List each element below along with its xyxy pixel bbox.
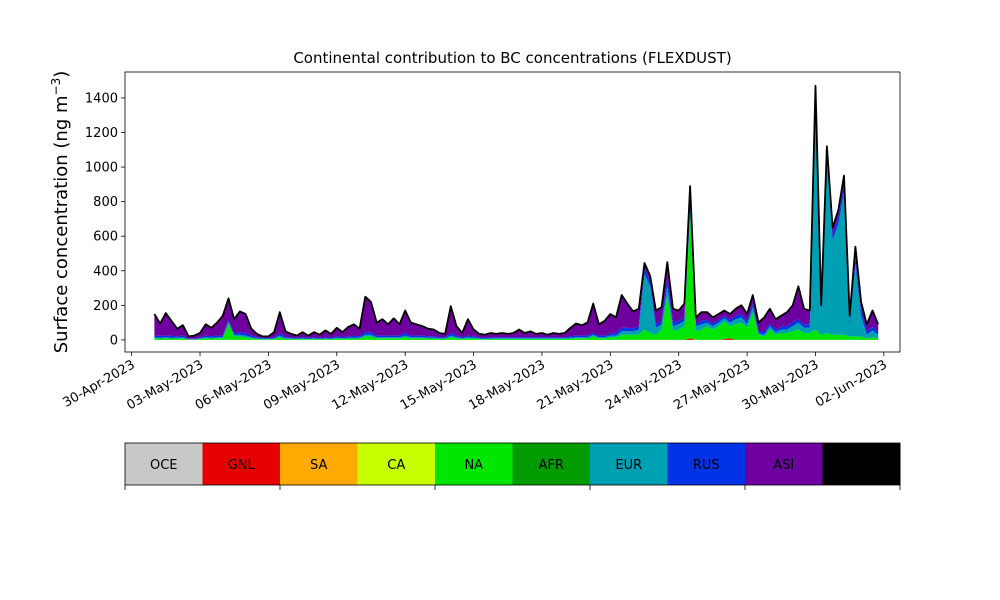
- y-tick-label: 1400: [85, 91, 118, 106]
- y-axis-label-text: Surface concentration (ng m: [51, 95, 72, 353]
- y-tick-label: 400: [93, 264, 118, 279]
- legend-label-sa: SA: [310, 458, 327, 473]
- x-tick-label: 30-May-2023: [740, 357, 822, 413]
- area-rus: [154, 96, 878, 339]
- area-asi: [154, 86, 878, 339]
- chart-title: Continental contribution to BC concentra…: [293, 49, 731, 67]
- legend-label-ca: CA: [387, 458, 405, 473]
- x-tick-label: 27-May-2023: [671, 357, 753, 413]
- legend-label-gnl: GNL: [228, 458, 256, 473]
- x-tick-label: 02-Jun-2023: [813, 357, 890, 410]
- y-axis-label-exponent: −3: [49, 78, 63, 96]
- x-tick-label: 03-May-2023: [124, 357, 206, 413]
- legend-label-aus: AUS: [848, 458, 875, 473]
- legend-label-eur: EUR: [615, 458, 642, 473]
- legend-label-na: NA: [464, 458, 483, 473]
- legend-label-afr: AFR: [539, 458, 564, 473]
- y-axis-label: Surface concentration (ng m−3): [49, 71, 72, 354]
- legend-label-rus: RUS: [693, 458, 720, 473]
- x-tick-label: 12-May-2023: [329, 357, 411, 413]
- x-tick-label: 09-May-2023: [261, 357, 343, 413]
- stacked-areas: [154, 86, 878, 340]
- legend-label-oce: OCE: [150, 458, 178, 473]
- y-axis: 0 200 400 600 800 1000 1200 1400: [85, 91, 125, 348]
- legend: OCE GNL SA CA NA AFR EUR RUS ASI AUS: [125, 443, 901, 490]
- y-tick-label: 0: [110, 333, 118, 348]
- x-tick-label: 24-May-2023: [603, 357, 685, 413]
- y-tick-label: 600: [93, 230, 118, 245]
- x-tick-label: 21-May-2023: [535, 357, 617, 413]
- x-tick-label: 15-May-2023: [398, 357, 480, 413]
- area-eur: [154, 105, 878, 340]
- total-line: [154, 86, 878, 337]
- x-tick-label: 06-May-2023: [193, 357, 275, 413]
- y-tick-label: 800: [93, 195, 118, 210]
- x-axis: 30-Apr-202303-May-202306-May-202309-May-…: [61, 352, 890, 413]
- x-tick-label: 18-May-2023: [466, 357, 548, 413]
- y-tick-label: 200: [93, 299, 118, 314]
- y-tick-label: 1000: [85, 161, 118, 176]
- legend-label-asi: ASI: [773, 458, 794, 473]
- plot-frame: [125, 72, 900, 352]
- y-axis-label-close: ): [51, 71, 72, 78]
- y-tick-label: 1200: [85, 126, 118, 141]
